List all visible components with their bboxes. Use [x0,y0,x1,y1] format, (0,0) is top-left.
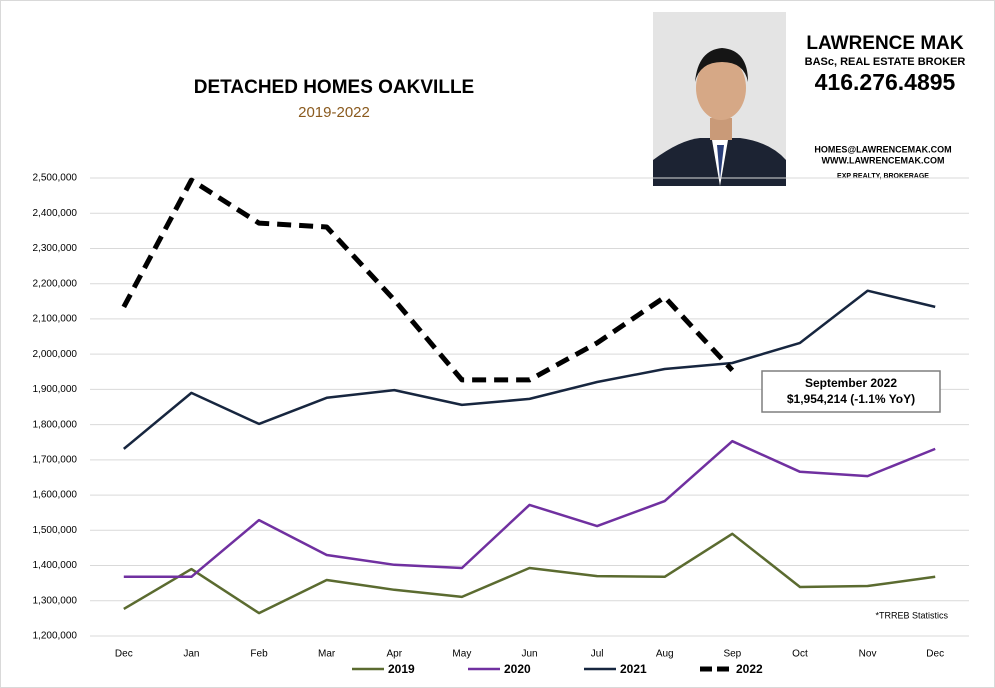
broker-phone: 416.276.4895 [815,69,956,95]
y-tick-label: 1,800,000 [33,419,78,430]
x-tick-label: Sep [723,649,741,660]
x-tick-label: Nov [859,649,877,660]
y-tick-label: 1,600,000 [33,490,78,501]
x-tick-label: Dec [115,649,133,660]
x-tick-label: May [452,649,471,660]
y-tick-label: 1,700,000 [33,454,78,465]
y-tick-label: 1,400,000 [33,560,78,571]
chart-subtitle: 2019-2022 [298,104,370,121]
annotation-line: September 2022 [805,376,897,390]
x-tick-label: Feb [250,649,268,660]
series-line [123,532,936,615]
broker-website: WWW.LAWRENCEMAK.COM [822,155,945,165]
photo [653,12,786,186]
x-tick-label: Mar [318,649,336,660]
y-tick-label: 2,100,000 [33,314,78,325]
annotation-line: $1,954,214 (-1.1% YoY) [787,392,915,406]
series-line [123,439,936,579]
y-tick-label: 2,500,000 [33,173,78,184]
chart-title: DETACHED HOMES OAKVILLE [194,77,474,98]
broker-email: HOMES@LAWRENCEMAK.COM [814,144,951,154]
y-tick-label: 1,500,000 [33,525,78,536]
y-tick-label: 1,900,000 [33,384,78,395]
legend-label: 2020 [504,662,531,676]
x-tick-label: Oct [792,649,808,660]
legend-label: 2022 [736,662,763,676]
x-tick-label: Jul [591,649,604,660]
x-tick-label: Dec [926,649,944,660]
x-tick-label: Aug [656,649,674,660]
y-tick-label: 2,400,000 [33,208,78,219]
x-tick-label: Apr [386,649,402,660]
legend-label: 2019 [388,662,415,676]
y-tick-label: 2,000,000 [33,349,78,360]
x-tick-label: Jan [183,649,199,660]
series-line [123,289,936,450]
plot-area: 1,200,000 1,300,000 1,400,000 1,500,000 1,60… [33,173,969,676]
y-tick-label: 1,300,000 [33,595,78,606]
footnote: *TRREB Statistics [875,610,948,620]
x-tick-label: Jun [521,649,537,660]
y-tick-label: 2,300,000 [33,243,78,254]
annotation-box [761,370,941,413]
brokerage: EXP REALTY, BROKERAGE [837,173,929,180]
series-line [121,177,735,383]
legend-label: 2021 [620,662,647,676]
y-tick-label: 1,200,000 [33,631,78,642]
broker-name: LAWRENCE MAK [806,33,964,54]
y-tick-label: 2,200,000 [33,278,78,289]
broker-credentials: BASc, REAL ESTATE BROKER [805,56,966,68]
